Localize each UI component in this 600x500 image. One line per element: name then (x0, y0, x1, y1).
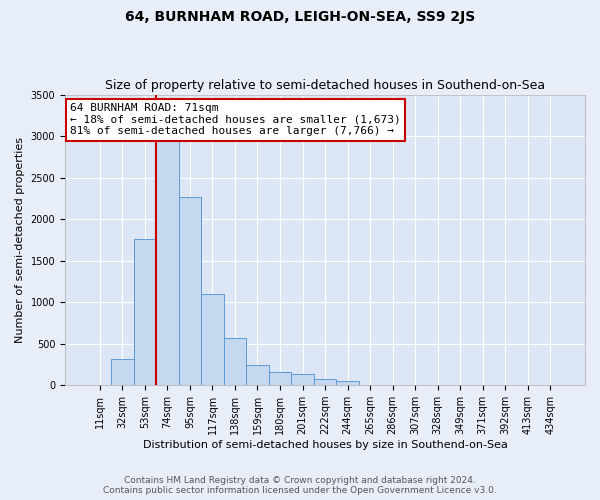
Bar (224, 338, 246, 385)
Bar (179, 196, 201, 385)
Bar (156, 134, 179, 385)
Bar (336, 382, 359, 385)
Bar (201, 294, 224, 385)
Text: 64 BURNHAM ROAD: 71sqm
← 18% of semi-detached houses are smaller (1,673)
81% of : 64 BURNHAM ROAD: 71sqm ← 18% of semi-det… (70, 104, 401, 136)
Title: Size of property relative to semi-detached houses in Southend-on-Sea: Size of property relative to semi-detach… (105, 79, 545, 92)
Bar (269, 372, 291, 385)
Bar (134, 239, 156, 385)
X-axis label: Distribution of semi-detached houses by size in Southend-on-Sea: Distribution of semi-detached houses by … (143, 440, 508, 450)
Text: 64, BURNHAM ROAD, LEIGH-ON-SEA, SS9 2JS: 64, BURNHAM ROAD, LEIGH-ON-SEA, SS9 2JS (125, 10, 475, 24)
Text: Contains HM Land Registry data © Crown copyright and database right 2024.
Contai: Contains HM Land Registry data © Crown c… (103, 476, 497, 495)
Y-axis label: Number of semi-detached properties: Number of semi-detached properties (15, 137, 25, 343)
Bar (111, 360, 134, 385)
Bar (314, 378, 336, 385)
Bar (246, 366, 269, 385)
Bar (291, 374, 314, 385)
